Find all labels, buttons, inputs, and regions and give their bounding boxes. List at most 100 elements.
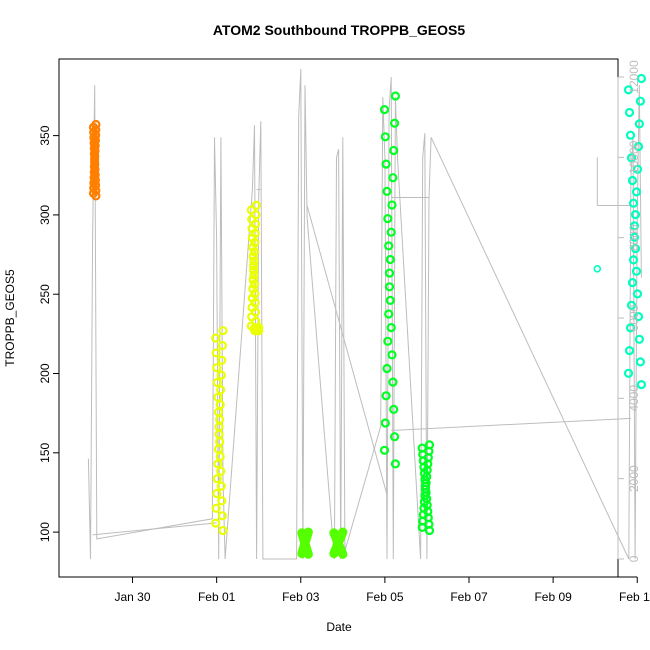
altitude-trace-leg — [391, 417, 631, 431]
altitude-trace-leg — [92, 522, 217, 536]
y-right-tick-label: 10000 — [627, 140, 641, 174]
data-point-series-3 — [387, 200, 397, 210]
data-point-series-3 — [390, 459, 400, 469]
data-point-series-3 — [385, 295, 395, 305]
data-point-series-1 — [248, 242, 258, 252]
data-point-series-3 — [380, 132, 390, 142]
chart-title: ATOM2 Southbound TROPPB_GEOS5 — [213, 22, 465, 38]
data-point-series-1 — [251, 200, 261, 210]
data-point-series-4 — [633, 141, 644, 152]
y-axis-left: 100 150 200 250 300 350 — [38, 125, 60, 542]
data-point-series-3 — [382, 363, 392, 374]
x-tick-label: Feb 05 — [366, 590, 404, 604]
data-point-series-4 — [627, 278, 638, 288]
data-point-series-3 — [384, 241, 394, 251]
data-point-series-2 — [329, 528, 339, 538]
data-point-series-4 — [633, 312, 644, 322]
data-point-series-1 — [248, 284, 258, 294]
data-point-series-4 — [632, 164, 643, 174]
data-point-series-3 — [387, 350, 397, 360]
y-left-tick-label: 200 — [38, 363, 52, 383]
data-point-series-0 — [91, 119, 101, 130]
series-layer — [88, 73, 647, 559]
data-point-series-1 — [211, 503, 221, 513]
data-point-series-1 — [217, 496, 227, 506]
data-point-series-4 — [634, 334, 645, 344]
data-point-series-1 — [249, 247, 259, 257]
data-point-series-3 — [384, 309, 394, 319]
data-point-series-3 — [382, 186, 392, 196]
y-right-tick-label: 6000 — [627, 304, 641, 331]
x-axis-label: Date — [326, 620, 352, 634]
data-point-series-1 — [213, 392, 223, 402]
data-point-series-1 — [212, 363, 222, 373]
data-point-series-1 — [218, 525, 228, 536]
data-point-series-1 — [211, 348, 221, 358]
data-point-series-3 — [389, 404, 399, 414]
data-point-series-3 — [383, 336, 393, 346]
data-point-series-4 — [632, 289, 643, 299]
data-point-series-1 — [215, 400, 225, 410]
x-tick-label: Feb 03 — [282, 590, 320, 604]
data-point-series-2 — [338, 527, 348, 537]
altitude-trace-leg — [306, 205, 388, 495]
x-tick-label: Feb 09 — [534, 590, 572, 604]
data-point-series-3 — [379, 445, 390, 455]
data-point-series-4 — [623, 85, 634, 95]
data-point-series-1 — [213, 444, 224, 454]
data-point-series-1 — [249, 265, 259, 275]
data-point-series-3 — [381, 391, 391, 401]
data-point-series-3 — [384, 282, 395, 292]
data-point-series-3 — [379, 104, 390, 115]
y-left-tick-label: 300 — [38, 205, 52, 225]
data-point-series-4 — [629, 221, 640, 231]
x-tick-label: Feb 01 — [198, 590, 236, 604]
data-point-series-4 — [630, 210, 641, 220]
data-point-series-4 — [625, 323, 636, 333]
data-point-series-1 — [218, 326, 228, 336]
y-right-tick-label: 2000 — [627, 465, 641, 492]
y-left-tick-label: 150 — [38, 442, 52, 462]
y-right-tick-label: 8000 — [627, 224, 641, 251]
data-point-series-1 — [215, 451, 225, 462]
x-tick-label: Feb 07 — [450, 590, 488, 604]
data-point-series-4 — [634, 119, 645, 129]
data-point-series-1 — [217, 355, 227, 365]
x-tick-label: Jan 30 — [115, 590, 151, 604]
data-point-series-1 — [212, 377, 222, 388]
data-point-series-4 — [629, 232, 640, 242]
data-point-series-4 — [635, 357, 646, 367]
data-point-series-3 — [389, 145, 399, 156]
data-point-series-1 — [212, 488, 222, 499]
data-point-series-4 — [631, 187, 642, 197]
data-point-series-3 — [386, 227, 396, 237]
data-point-series-1 — [250, 323, 260, 333]
y-axis-right: 0 2000 4000 6000 8000 10000 12000 — [617, 60, 641, 562]
data-point-series-1 — [249, 261, 259, 271]
data-point-series-1 — [248, 251, 258, 261]
data-point-series-4 — [636, 73, 647, 84]
data-point-series-1 — [211, 518, 221, 528]
data-point-series-1 — [217, 511, 227, 521]
data-point-series-4 — [630, 244, 641, 254]
data-point-series-3 — [385, 254, 395, 265]
y-axis-label: TROPPB_GEOS5 — [3, 269, 17, 367]
data-point-series-1 — [216, 370, 226, 380]
data-point-series-1 — [217, 340, 227, 351]
data-point-series-1 — [249, 279, 259, 289]
x-axis: Jan 30 Feb 01 Feb 03 Feb 05 Feb 07 Feb 09 Feb … — [115, 576, 650, 604]
data-point-series-3 — [386, 323, 396, 333]
y-left-tick-label: 250 — [38, 284, 52, 304]
data-point-series-1 — [213, 407, 224, 417]
data-point-series-1 — [249, 270, 259, 280]
data-point-series-1 — [254, 322, 264, 333]
data-point-series-4 — [593, 264, 602, 273]
y-right-tick-label: 4000 — [627, 385, 641, 412]
data-point-series-3 — [381, 159, 391, 169]
y-left-tick-label: 100 — [38, 522, 52, 542]
data-point-series-4 — [626, 153, 637, 163]
data-point-series-4 — [624, 107, 635, 118]
data-point-series-1 — [251, 210, 261, 220]
data-point-series-3 — [390, 91, 400, 101]
